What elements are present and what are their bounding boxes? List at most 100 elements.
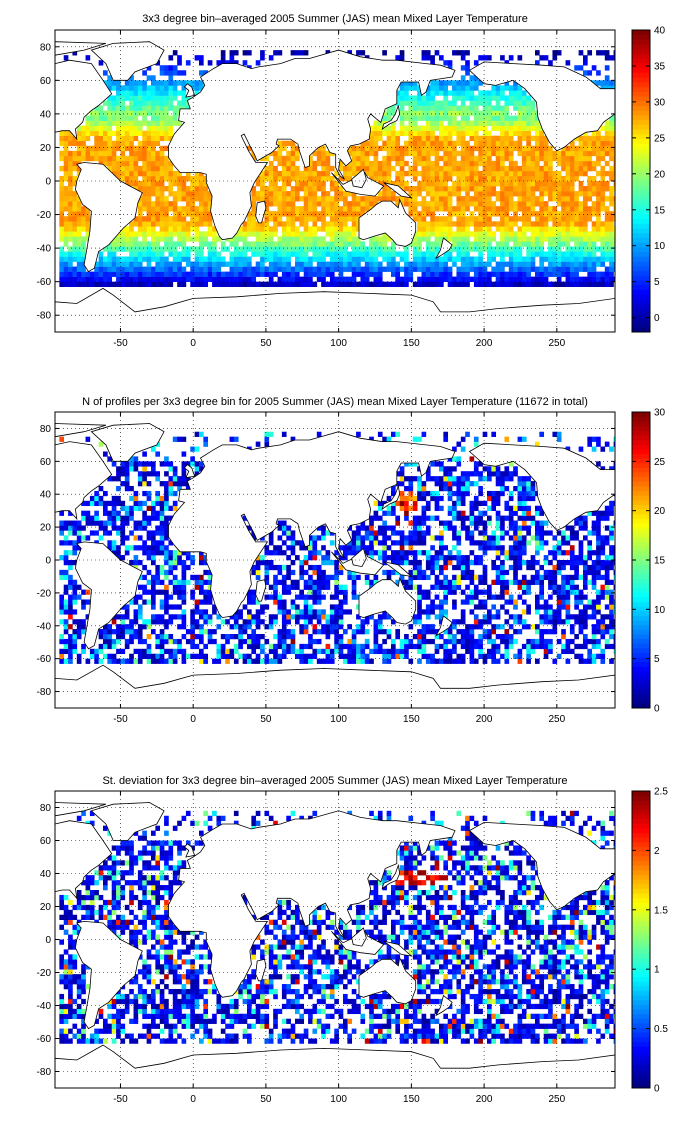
data-cell [116,281,121,287]
data-cell [604,266,610,272]
data-cell [578,609,584,615]
data-cell [133,648,139,655]
data-cell [556,276,562,282]
data-cell [155,80,161,86]
data-cell [181,186,187,192]
data-cell [172,574,178,581]
data-cell [351,145,357,152]
data-cell [535,165,540,172]
data-cell [72,643,78,650]
data-cell [124,80,130,86]
data-cell [233,614,239,620]
data-cell [290,638,296,645]
data-cell [443,276,449,282]
data-cell [535,160,540,167]
data-cell [72,638,78,645]
data-cell [338,191,344,197]
data-cell [364,246,370,252]
data-cell [260,609,265,615]
data-cell [434,643,440,650]
data-cell [364,658,370,664]
data-cell [539,181,545,187]
data-cell [321,246,326,252]
data-cell [443,271,449,277]
data-cell [299,648,305,655]
data-cell [500,226,505,232]
data-cell [281,165,287,172]
data-cell [452,619,457,625]
data-cell [425,594,431,600]
data-cell [452,145,457,152]
data-cell [203,579,209,585]
data-cell [482,236,488,242]
data-cell [399,160,405,167]
data-cell [491,90,497,96]
data-cell [172,90,178,96]
data-cell [343,256,348,262]
data-cell [98,150,104,157]
data-cell [491,165,497,172]
data-cell [600,629,606,635]
data-cell [434,206,440,212]
data-cell [159,251,165,257]
data-cell [548,175,553,182]
data-cell [172,589,178,595]
data-cell [299,256,305,262]
data-cell [273,186,278,192]
data-cell [116,130,121,136]
data-cell [491,643,497,650]
data-cell [491,115,497,121]
data-cell [430,175,435,182]
data-cell [286,589,291,595]
data-cell [168,614,174,620]
data-cell [439,271,444,277]
data-cell [391,271,396,277]
colorbar-step [632,261,650,267]
data-cell [76,658,82,664]
data-cell [596,271,601,277]
data-cell [190,201,195,207]
data-cell [177,186,182,192]
data-cell [98,110,104,116]
data-cell [465,155,470,162]
data-cell [63,55,69,61]
data-cell [85,658,91,664]
data-cell [260,246,265,252]
data-cell [325,201,331,207]
data-cell [194,584,200,590]
data-cell [399,196,405,202]
data-cell [596,145,601,152]
data-cell [395,281,401,287]
data-cell [194,196,200,202]
data-cell [59,236,65,242]
data-cell [364,160,370,167]
data-cell [386,115,392,121]
data-cell [164,226,169,232]
data-cell [500,251,505,257]
data-cell [613,226,616,232]
data-cell [526,271,531,277]
data-cell [155,181,161,187]
data-cell [233,271,239,277]
data-cell [164,65,169,71]
data-cell [574,236,579,242]
data-cell [500,155,505,162]
data-cell [59,140,65,147]
colorbar-step [632,280,650,286]
data-cell [613,140,616,147]
data-cell [172,653,178,659]
data-cell [321,241,326,247]
data-cell [452,211,457,217]
data-cell [286,271,291,277]
data-cell [478,246,483,252]
data-cell [408,95,414,101]
data-cell [543,155,549,162]
data-cell [151,150,156,157]
data-cell [399,175,405,182]
data-cell [382,196,387,202]
data-cell [321,145,326,152]
data-cell [260,155,265,162]
data-cell [487,634,492,640]
data-cell [600,281,606,287]
data-cell [552,266,558,272]
